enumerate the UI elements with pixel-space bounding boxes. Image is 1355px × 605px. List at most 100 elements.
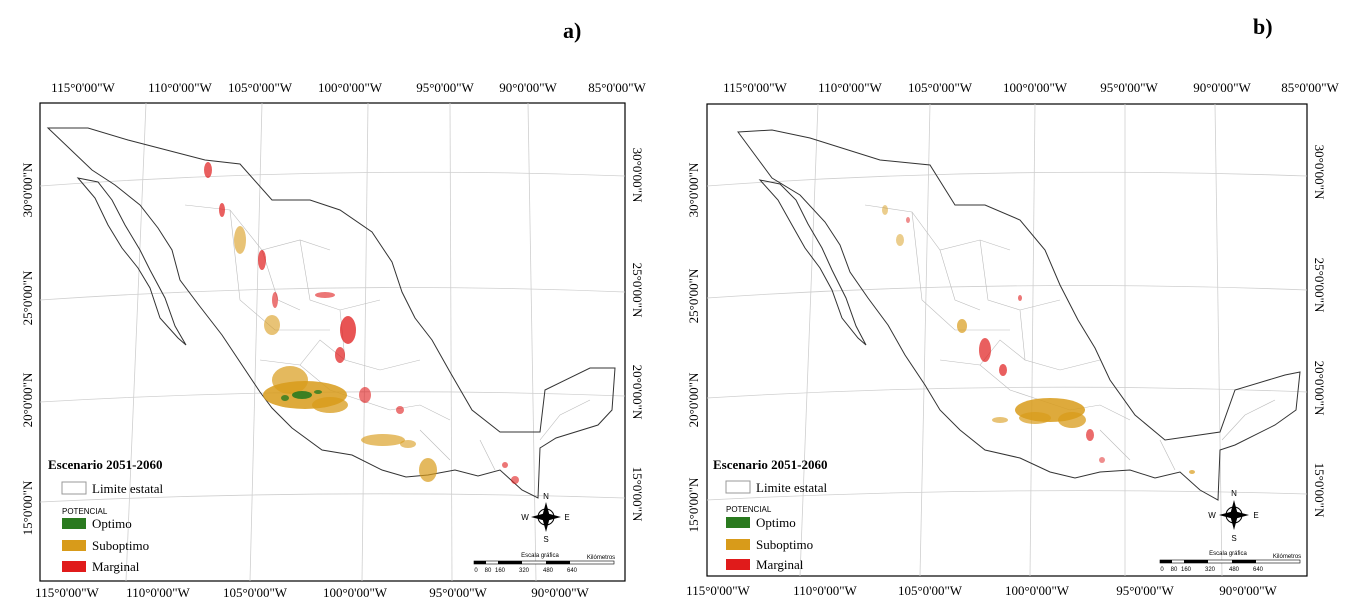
bottom-lon-tick-b-115: 115°0'00"W	[686, 583, 750, 598]
top-lon-tick-a-115: 115°0'00"W	[51, 80, 115, 95]
right-lat-tick-a-25: 25°0'00"N	[630, 263, 645, 318]
top-lon-tick-a-90: 90°0'00"W	[499, 80, 557, 95]
top-lon-tick-b-115: 115°0'00"W	[723, 80, 787, 95]
compass-a: N S E W	[521, 492, 569, 544]
compass-e-b: E	[1253, 511, 1258, 520]
scale-tick-b-640: 640	[1253, 567, 1264, 573]
legend-b: Escenario 2051-2060 Limite estatal POTEN…	[713, 457, 828, 572]
panel-b-letter: b)	[1253, 14, 1273, 39]
graticule-a	[39, 102, 626, 582]
mexico-outline-b	[737, 129, 1301, 501]
left-lat-tick-b-25: 25°0'00"N	[686, 268, 701, 323]
right-lat-tick-b-30: 30°0'00"N	[1312, 145, 1327, 200]
bottom-lon-tick-b-110: 110°0'00"W	[793, 583, 857, 598]
map-frame-b	[706, 103, 1308, 577]
compass-s-a: S	[543, 535, 548, 544]
compass-w-b: W	[1208, 511, 1216, 520]
compass-w-a: W	[521, 513, 529, 522]
right-lat-tick-a-30: 30°0'00"N	[630, 148, 645, 203]
bottom-lon-tick-b-95: 95°0'00"W	[1116, 583, 1174, 598]
legend-optimo-swatch-a	[62, 518, 86, 529]
legend-a: Escenario 2051-2060 Limite estatal POTEN…	[48, 457, 164, 574]
legend-marginal-label-b: Marginal	[756, 557, 804, 572]
left-lat-tick-b-15: 15°0'00"N	[686, 477, 701, 532]
top-lon-tick-a-105: 105°0'00"W	[228, 80, 293, 95]
bottom-lon-tick-b-100: 100°0'00"W	[1005, 583, 1070, 598]
bottom-lon-tick-a-115: 115°0'00"W	[35, 585, 99, 600]
scale-tick-a-640: 640	[567, 568, 578, 574]
top-lon-tick-a-110: 110°0'00"W	[148, 80, 212, 95]
compass-s-b: S	[1231, 534, 1236, 543]
top-lon-tick-b-105: 105°0'00"W	[908, 80, 973, 95]
legend-optimo-label-b: Optimo	[756, 515, 796, 530]
map-panel-a: 115°0'00"W 110°0'00"W 105°0'00"W 100°0'0…	[20, 80, 647, 600]
right-lat-tick-b-15: 15°0'00"N	[1312, 463, 1327, 518]
top-lon-tick-b-100: 100°0'00"W	[1003, 80, 1068, 95]
bottom-lon-tick-b-105: 105°0'00"W	[898, 583, 963, 598]
panel-a-letter: a)	[563, 18, 582, 43]
right-lat-tick-b-20: 20°0'00"N	[1312, 361, 1327, 416]
bottom-lon-tick-a-95: 95°0'00"W	[429, 585, 487, 600]
top-lon-tick-b-85: 85°0'00"W	[1281, 80, 1339, 95]
right-lat-tick-b-25: 25°0'00"N	[1312, 258, 1327, 313]
scale-tick-b-0: 0	[1160, 567, 1164, 573]
bottom-lon-tick-a-90: 90°0'00"W	[531, 585, 589, 600]
scale-label-a: Escala gráfica	[521, 553, 559, 559]
scale-tick-b-480: 480	[1229, 567, 1240, 573]
scale-tick-b-160: 160	[1181, 567, 1192, 573]
left-lat-tick-b-20: 20°0'00"N	[686, 372, 701, 427]
scale-tick-a-80: 80	[485, 568, 492, 574]
top-lon-tick-a-95: 95°0'00"W	[416, 80, 474, 95]
compass-e-a: E	[564, 513, 569, 522]
left-lat-tick-a-25: 25°0'00"N	[20, 270, 35, 325]
top-lon-tick-b-90: 90°0'00"W	[1193, 80, 1251, 95]
legend-title-b: Escenario 2051-2060	[713, 457, 827, 472]
left-lat-tick-a-20: 20°0'00"N	[20, 372, 35, 427]
legend-potential-label-a: POTENCIAL	[62, 507, 108, 516]
scale-tick-b-80: 80	[1171, 567, 1178, 573]
top-lon-tick-b-110: 110°0'00"W	[818, 80, 882, 95]
marginal-patches-a	[204, 162, 519, 484]
compass-n-b: N	[1231, 489, 1237, 498]
scale-tick-a-320: 320	[519, 568, 530, 574]
bottom-lon-tick-a-100: 100°0'00"W	[323, 585, 388, 600]
top-lon-tick-a-100: 100°0'00"W	[318, 80, 383, 95]
left-lat-tick-a-30: 30°0'00"N	[20, 162, 35, 217]
map-frame-a	[39, 102, 626, 582]
bottom-lon-tick-b-90: 90°0'00"W	[1219, 583, 1277, 598]
legend-state-swatch-a	[61, 481, 87, 495]
legend-suboptimo-swatch-b	[726, 539, 750, 550]
legend-marginal-label-a: Marginal	[92, 559, 140, 574]
scale-bar-b: Escala gráfica 0 80 160 320 480 640 Kiló…	[1159, 551, 1301, 573]
legend-state-swatch-b	[725, 480, 751, 494]
map-panel-b: 115°0'00"W 110°0'00"W 105°0'00"W 100°0'0…	[686, 80, 1340, 598]
legend-potential-label-b: POTENCIAL	[726, 505, 772, 514]
right-lat-tick-a-15: 15°0'00"N	[630, 467, 645, 522]
scale-unit-b: Kilómetros	[1273, 554, 1301, 560]
legend-state-label-a: Limite estatal	[92, 481, 164, 496]
legend-optimo-swatch-b	[726, 517, 750, 528]
optimo-patches-a	[281, 390, 322, 401]
bottom-lon-tick-a-105: 105°0'00"W	[223, 585, 288, 600]
right-lat-tick-a-20: 20°0'00"N	[630, 365, 645, 420]
compass-b: N S E W	[1208, 489, 1258, 543]
left-lat-tick-b-30: 30°0'00"N	[686, 162, 701, 217]
legend-title-a: Escenario 2051-2060	[48, 457, 162, 472]
marginal-patches-b	[906, 217, 1105, 463]
bottom-lon-tick-a-110: 110°0'00"W	[126, 585, 190, 600]
state-borders-b	[864, 204, 1276, 471]
legend-suboptimo-label-a: Suboptimo	[92, 538, 149, 553]
scale-tick-b-320: 320	[1205, 567, 1216, 573]
scale-tick-a-160: 160	[495, 568, 506, 574]
top-lon-tick-a-85: 85°0'00"W	[588, 80, 646, 95]
legend-optimo-label-a: Optimo	[92, 516, 132, 531]
scale-tick-a-0: 0	[474, 568, 478, 574]
legend-marginal-swatch-a	[62, 561, 86, 572]
scale-unit-a: Kilómetros	[587, 555, 615, 561]
top-lon-tick-b-95: 95°0'00"W	[1100, 80, 1158, 95]
scale-tick-a-480: 480	[543, 568, 554, 574]
legend-state-label-b: Limite estatal	[756, 480, 828, 495]
legend-suboptimo-swatch-a	[62, 540, 86, 551]
legend-marginal-swatch-b	[726, 559, 750, 570]
